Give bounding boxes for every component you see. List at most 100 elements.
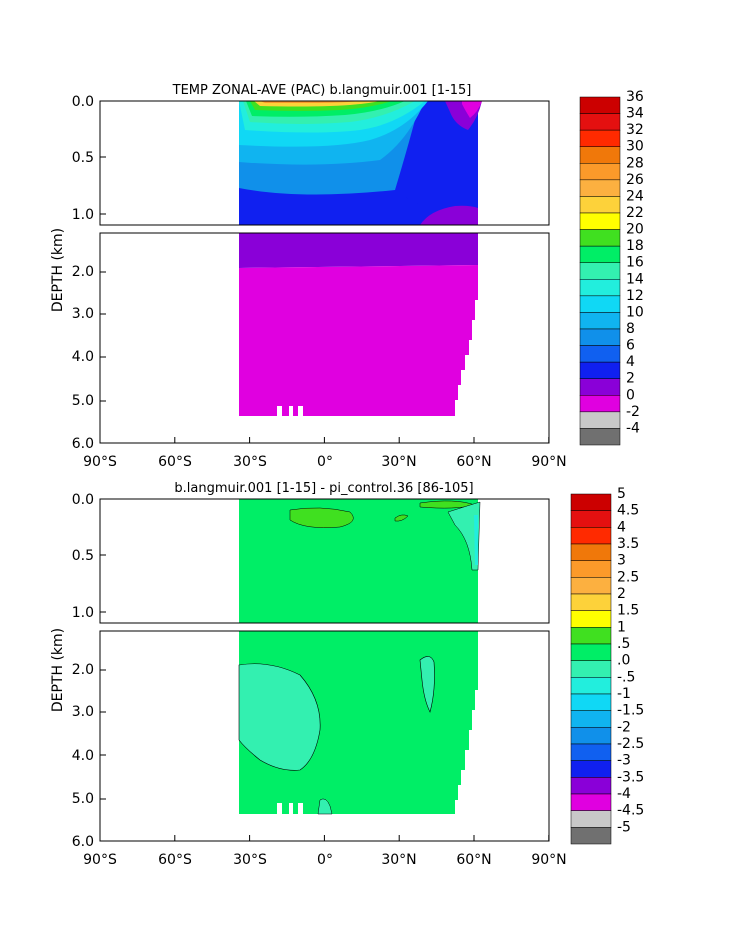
panel1-colorbar-swatch-14 <box>579 328 621 346</box>
panel1-colorbar-swatch-13 <box>579 312 621 330</box>
panel2-colorbar-swatch-9 <box>570 643 612 661</box>
panel1-colorbar-swatch-19 <box>579 411 621 429</box>
panel1-colorbar-label-13: 10 <box>626 304 644 320</box>
panel2-colorbar-swatch-7 <box>570 610 612 628</box>
panel2-xtick-90s: 90°S <box>83 852 117 868</box>
panel2-colorbar-label-4: 3 <box>617 553 626 569</box>
panel2-colorbar-label-14: -2 <box>617 719 631 735</box>
panel1-colorbar-swatch-3 <box>579 146 621 164</box>
panel2-upper-warm-patch-2 <box>394 514 409 522</box>
panel2-colorbar-swatch-1 <box>570 510 612 528</box>
panel1-upper-frame <box>99 100 550 226</box>
panel2-x-ticks: 90°S 60°S 30°S 0° 30°N 60°N 90°N <box>83 852 567 868</box>
panel1-contour-2-deep <box>420 205 478 225</box>
panel2-colorbar-label-17: -3.5 <box>617 769 644 785</box>
panel1-colorbar-swatch-5 <box>579 179 621 197</box>
panel2-colorbar-label-19: -4.5 <box>617 803 644 819</box>
panel2-upper-frame <box>99 498 550 624</box>
panel1-lower-0deg-mass <box>239 265 478 416</box>
panel1-ytick-0-0: 0.0 <box>72 94 94 110</box>
panel1-ytick-6-0: 6.0 <box>72 436 94 452</box>
panel1-xtick-90s: 90°S <box>83 454 117 470</box>
panel1-y-ticks: 0.0 0.5 1.0 2.0 3.0 4.0 5.0 6.0 <box>72 94 94 452</box>
panel1-ytick-3-0: 3.0 <box>72 306 94 322</box>
panel1-colorbar-label-18: 0 <box>626 387 635 403</box>
panel-temperature: TEMP ZONAL-AVE (PAC) b.langmuir.001 [1-1… <box>50 83 644 470</box>
panel1-xtick-60n: 60°N <box>456 454 491 470</box>
panel1-ytick-0-5: 0.5 <box>72 150 94 166</box>
panel1-colorbar-label-15: 6 <box>626 338 635 354</box>
panel1-colorbar-label-7: 22 <box>626 205 644 221</box>
panel1-ytick-2-0: 2.0 <box>72 264 94 280</box>
panel2-xtick-30n: 30°N <box>381 852 416 868</box>
panel1-colorbar-label-14: 8 <box>626 321 635 337</box>
panel2-lower-cool-south <box>238 663 321 771</box>
panel1-colorbar-swatch-8 <box>579 229 621 247</box>
panel2-y-axis-label: DEPTH (km) <box>50 628 66 712</box>
panel2-colorbar-label-5: 2.5 <box>617 569 639 585</box>
panel2-colorbar-label-16: -3 <box>617 753 631 769</box>
panel1-topography-gap-1 <box>277 406 282 417</box>
panel2-colorbar-label-2: 4 <box>617 519 626 535</box>
panel2-ytick-6-0: 6.0 <box>72 834 94 850</box>
x-tick-marks <box>99 437 550 841</box>
panel1-y-axis-label: DEPTH (km) <box>50 228 66 312</box>
y-tick-marks <box>100 100 106 842</box>
panel2-upper-field <box>239 499 481 623</box>
panel2-colorbar-swatch-4 <box>570 560 612 578</box>
panel2-colorbar-label-8: 1 <box>617 619 626 635</box>
panel2-xtick-60n: 60°N <box>456 852 491 868</box>
panel1-colorbar-label-8: 20 <box>626 222 644 238</box>
panel2-colorbar-swatch-6 <box>570 593 612 611</box>
panel1-colorbar-swatch-4 <box>579 163 621 181</box>
panel1-xtick-30s: 30°S <box>233 454 267 470</box>
panel1-lower-2deg-band <box>239 233 478 268</box>
panel2-ytick-5-0: 5.0 <box>72 791 94 807</box>
panel1-colorbar-swatch-16 <box>579 361 621 379</box>
panel1-topography-gap-2 <box>289 406 293 417</box>
panel1-ytick-5-0: 5.0 <box>72 393 94 409</box>
panel2-colorbar-swatch-3 <box>570 543 612 561</box>
panel1-upper-field <box>239 101 482 225</box>
panel1-colorbar-label-16: 4 <box>626 354 635 370</box>
panel2-colorbar-label-18: -4 <box>617 786 631 802</box>
panel1-colorbar-label-12: 12 <box>626 288 644 304</box>
panel1-colorbar-label-6: 24 <box>626 188 644 204</box>
panel1-ytick-1-0: 1.0 <box>72 207 94 223</box>
panel2-ytick-0-5: 0.5 <box>72 548 94 564</box>
panel1-colorbar-label-9: 18 <box>626 238 644 254</box>
panel2-colorbar-label-0: 5 <box>617 486 626 502</box>
panel-difference: b.langmuir.001 [1-15] - pi_control.36 [8… <box>50 481 644 868</box>
panel1-topography-gap-3 <box>298 406 303 417</box>
panel1-colorbar-label-2: 32 <box>626 122 644 138</box>
panel1-colorbar-label-1: 34 <box>626 106 644 122</box>
panel2-ytick-4-0: 4.0 <box>72 748 94 764</box>
panel2-colorbar-label-1: 4.5 <box>617 503 639 519</box>
panel1-colorbar-label-10: 16 <box>626 255 644 271</box>
panel2-ytick-3-0: 3.0 <box>72 704 94 720</box>
panel1-contour-0-polar <box>462 101 482 118</box>
panel1-ytick-4-0: 4.0 <box>72 349 94 365</box>
panel1-colorbar-swatch-20 <box>579 428 621 446</box>
panel2-ytick-1-0: 1.0 <box>72 605 94 621</box>
panel1-colorbar-swatch-6 <box>579 196 621 214</box>
panel2-colorbar-swatch-18 <box>570 793 612 811</box>
panel1-colorbar-swatch-12 <box>579 295 621 313</box>
panel2-colorbar-label-3: 3.5 <box>617 536 639 552</box>
panel1-contour-4 <box>239 190 478 225</box>
panel1-colorbar-swatch-10 <box>579 262 621 280</box>
panel2-title: b.langmuir.001 [1-15] - pi_control.36 [8… <box>174 481 473 496</box>
panel1-colorbar-swatch-7 <box>579 212 621 230</box>
panel1-colorbar-label-3: 30 <box>626 139 644 155</box>
panel1-colorbar-label-0: 36 <box>626 89 644 105</box>
panel1-colorbar-swatch-15 <box>579 345 621 363</box>
panel2-colorbar-label-15: -2.5 <box>617 736 644 752</box>
panel2-upper-warm-patch-1 <box>289 507 354 528</box>
panel2-topography-gap-2 <box>289 803 293 815</box>
panel2-xtick-30s: 30°S <box>233 852 267 868</box>
panel2-colorbar-swatch-16 <box>570 760 612 778</box>
panel2-colorbar-swatch-17 <box>570 777 612 795</box>
panel1-colorbar-swatch-17 <box>579 378 621 396</box>
